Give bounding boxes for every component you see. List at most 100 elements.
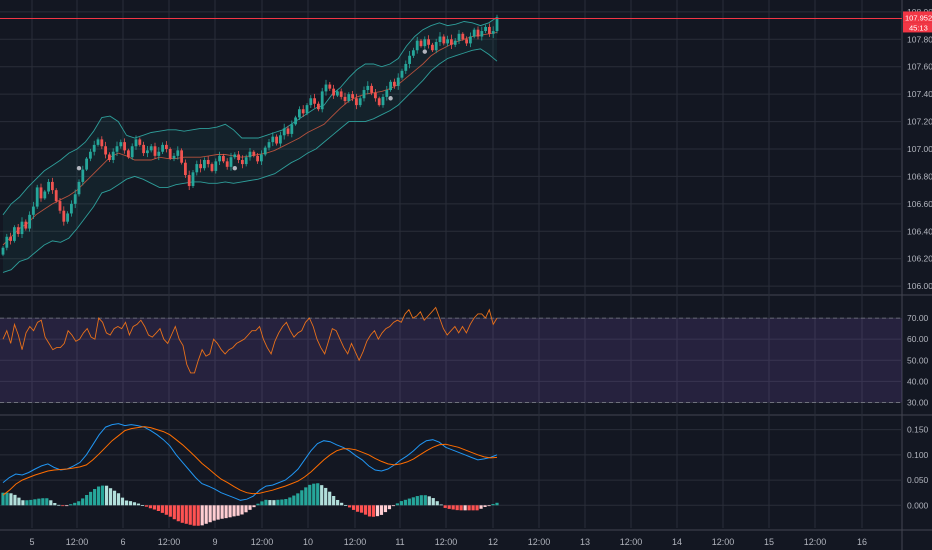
macd-histogram-bar: [439, 504, 443, 506]
last-price-tag: [903, 11, 932, 23]
price-tick-label: 107.800: [907, 34, 932, 44]
candle-body: [43, 191, 47, 199]
macd-histogram-bar: [188, 505, 192, 525]
rsi-tick-label: 50.00: [907, 355, 929, 365]
time-tick-label: 12:00: [804, 537, 827, 547]
candle-body: [465, 39, 468, 44]
candle-body: [461, 33, 465, 40]
macd-histogram-bar: [148, 505, 153, 509]
price-pane[interactable]: [1, 14, 499, 273]
countdown-tag: [903, 22, 932, 33]
macd-histogram-bar: [25, 500, 29, 506]
signal-marker: [232, 166, 237, 171]
time-tick-label: 14: [672, 537, 682, 547]
macd-histogram-bar: [136, 503, 141, 506]
time-tick-label: 12:00: [158, 537, 181, 547]
candle-body: [396, 77, 400, 86]
macd-histogram-bar: [45, 498, 49, 506]
candle-body: [275, 136, 278, 144]
macd-histogram-bar: [268, 500, 272, 506]
candle-body: [225, 161, 229, 167]
rsi-pane[interactable]: [0, 306, 902, 403]
candle-body: [70, 203, 73, 214]
macd-histogram-bar: [423, 495, 427, 506]
macd-histogram-bar: [252, 505, 256, 508]
macd-histogram-bar: [204, 505, 208, 524]
macd-histogram-bar: [108, 488, 113, 506]
macd-histogram-bar: [324, 487, 328, 506]
time-tick-label: 10: [303, 537, 313, 547]
candle-body: [351, 94, 354, 99]
macd-histogram-bar: [73, 502, 77, 506]
macd-histogram-bar: [176, 505, 180, 522]
candle-body: [214, 161, 218, 171]
candle-body: [320, 91, 324, 110]
candle-body: [119, 142, 123, 147]
candle-body: [206, 159, 210, 165]
candle-body: [313, 98, 316, 104]
candle-body: [9, 236, 12, 241]
macd-histogram-bar: [284, 499, 288, 506]
macd-histogram-bar: [104, 485, 109, 506]
candle-body: [199, 164, 202, 169]
price-tick-label: 106.200: [907, 254, 932, 264]
macd-histogram-bar: [61, 505, 65, 507]
macd-histogram-bar: [491, 504, 495, 506]
candle-body: [138, 139, 142, 145]
candle-body: [176, 150, 180, 156]
price-tick-label: 106.000: [907, 281, 932, 291]
candle-body: [233, 154, 237, 158]
rsi-line: [2, 306, 498, 374]
candle-body: [96, 139, 100, 145]
rsi-tick-label: 40.00: [907, 376, 929, 386]
macd-histogram-bar: [367, 505, 372, 517]
candle-body: [16, 227, 20, 235]
candle-body: [370, 85, 373, 93]
candle-body: [271, 136, 275, 143]
time-tick-label: 12:00: [344, 537, 367, 547]
macd-histogram-bar: [228, 505, 232, 518]
time-tick-label: 5: [29, 537, 34, 547]
macd-histogram-bar: [312, 483, 316, 506]
candle-body: [134, 139, 138, 147]
candle-body: [229, 157, 233, 167]
price-scale[interactable]: 106.000 106.200 106.400 106.600 106.800 107.0…: [907, 7, 932, 510]
macd-histogram-bar: [9, 493, 13, 506]
candle-body: [317, 103, 320, 110]
candle-body: [442, 36, 446, 44]
candle-body: [28, 214, 31, 229]
candle-body: [336, 91, 339, 96]
macd-histogram-bar: [475, 505, 479, 511]
candle-body: [89, 151, 92, 159]
macd-histogram-bar: [379, 505, 384, 515]
macd-pane[interactable]: [1, 423, 499, 526]
candle-body: [446, 39, 449, 44]
macd-histogram-bar: [483, 505, 487, 507]
macd-tick-label: 0.100: [907, 450, 929, 460]
macd-histogram-bar: [463, 505, 467, 511]
macd-histogram-bar: [13, 494, 17, 506]
candle-body: [355, 98, 358, 106]
macd-histogram-bar: [132, 502, 137, 506]
candle-body: [381, 96, 385, 106]
macd-histogram-bar: [328, 491, 332, 506]
candle-body: [153, 146, 157, 156]
candle-body: [427, 39, 430, 45]
time-tick-label: 9: [212, 537, 217, 547]
candle-body: [419, 40, 423, 47]
candle-body: [20, 221, 24, 235]
bar-countdown-label: 45:13: [909, 23, 928, 32]
bollinger-upper-line: [2, 16, 498, 216]
candle-body: [328, 84, 332, 89]
macd-histogram-bar: [447, 505, 451, 509]
time-scale[interactable]: 5 12:00 6 12:00 9 12:00 10 12:00 11 12:00 12 12:00 1…: [29, 537, 867, 547]
macd-histogram-bar: [260, 501, 264, 506]
macd-histogram-bar: [411, 497, 415, 506]
time-tick-label: 13: [580, 537, 590, 547]
time-tick-label: 15: [764, 537, 774, 547]
candle-body: [149, 146, 153, 151]
candle-body: [282, 128, 286, 136]
macd-histogram-bar: [344, 505, 348, 507]
macd-histogram-bar: [140, 505, 145, 506]
